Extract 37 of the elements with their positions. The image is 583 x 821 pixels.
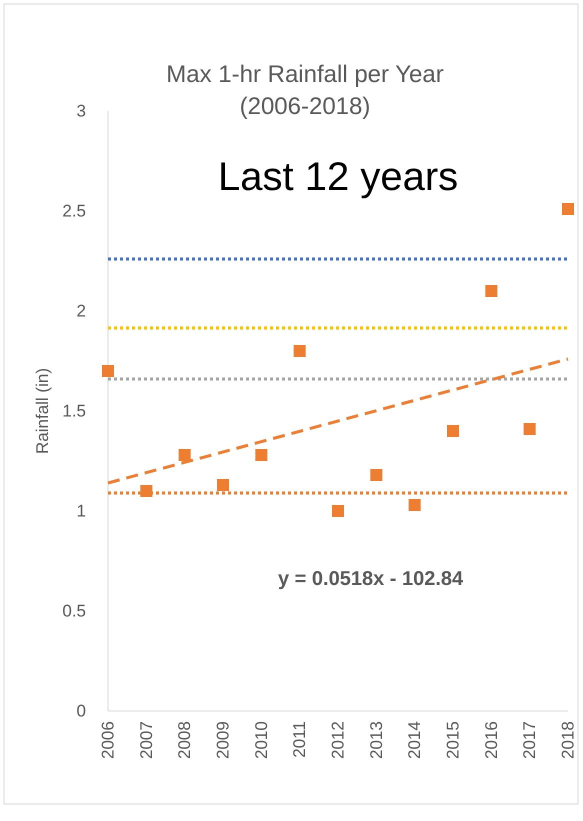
y-tick-label: 2 (76, 301, 86, 320)
x-tick-label: 2012 (328, 721, 348, 760)
point (485, 285, 498, 297)
x-tick-label: 2010 (252, 721, 271, 760)
y-tick-label: 3 (76, 101, 86, 120)
point (524, 423, 536, 435)
chart-title: Max 1-hr Rainfall per Year (2006-2018) (166, 61, 444, 120)
point (217, 479, 229, 491)
y-tick-label: 0 (76, 701, 86, 720)
annotation: y = 0.0518x - 102.84 (278, 568, 464, 590)
point (447, 425, 459, 437)
point (140, 485, 152, 497)
y-tick-label: 2.5 (62, 201, 86, 220)
y-axis-title: Rainfall (in) (33, 368, 52, 454)
annotation: Last 12 years (218, 155, 458, 199)
x-tick-label: 2018 (558, 721, 578, 760)
x-tick-label: 2017 (520, 721, 540, 760)
point (408, 499, 421, 511)
x-tick-label: 2006 (98, 721, 118, 760)
point (294, 345, 306, 357)
x-tick-label: 2016 (482, 721, 501, 760)
x-tick-label: 2013 (366, 721, 386, 760)
point (255, 449, 268, 461)
point (102, 365, 114, 377)
point (178, 449, 191, 461)
y-tick-label: 1.5 (62, 401, 86, 420)
x-tick-label: 2008 (175, 721, 194, 760)
x-tick-label: 2011 (290, 721, 310, 758)
point (562, 203, 574, 215)
x-tick-label: 2015 (443, 721, 462, 760)
y-tick-label: 1 (76, 501, 86, 520)
point (370, 469, 382, 481)
x-tick-label: 2009 (213, 721, 232, 760)
y-tick-label: 0.5 (62, 601, 86, 620)
point (332, 505, 344, 517)
x-tick-label: 2014 (405, 721, 424, 760)
x-tick-label: 2007 (136, 721, 156, 760)
